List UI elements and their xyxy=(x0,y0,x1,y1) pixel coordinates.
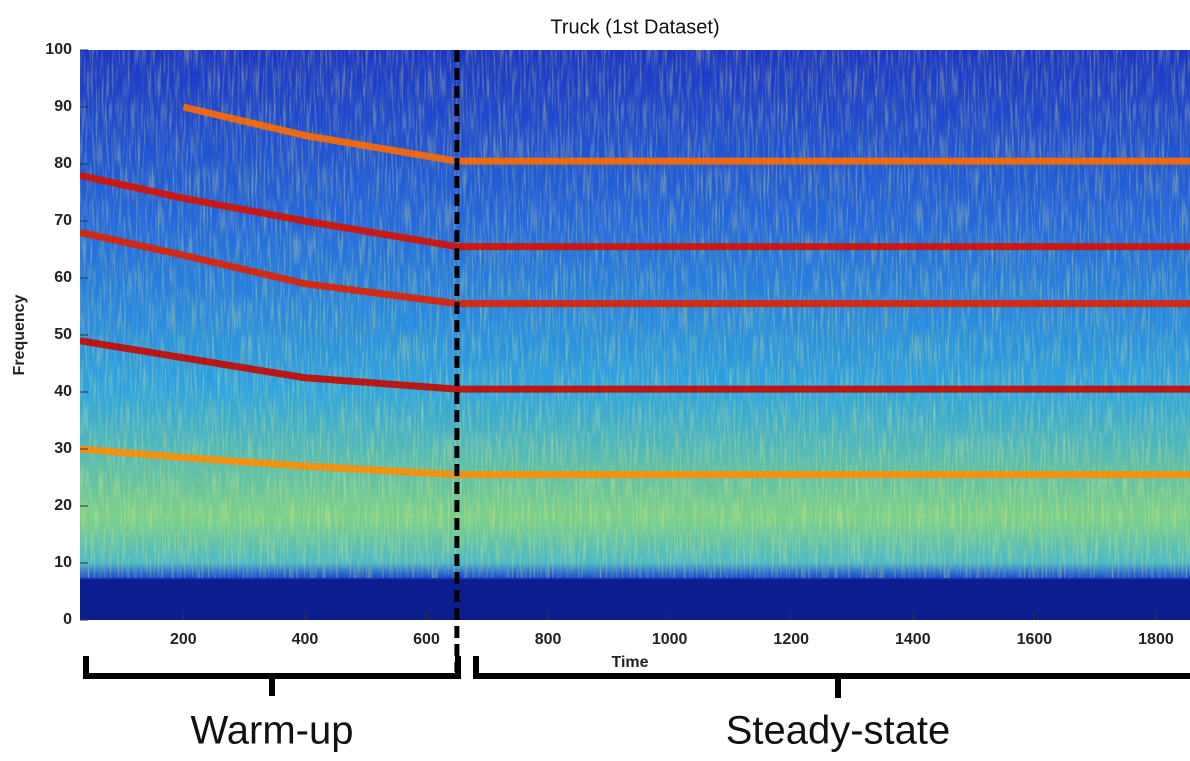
y-tick-label: 20 xyxy=(54,497,72,514)
y-tick-label: 80 xyxy=(54,155,72,172)
frequency-track xyxy=(80,337,1190,393)
x-tick-label: 200 xyxy=(170,631,197,648)
y-axis-label: Frequency xyxy=(11,294,28,375)
x-tick-label: 1400 xyxy=(895,631,931,648)
x-tick-label: 600 xyxy=(413,631,440,648)
x-tick-label: 1800 xyxy=(1138,631,1174,648)
spectrogram-noise xyxy=(80,50,1190,578)
y-tick-label: 60 xyxy=(54,269,72,286)
frequency-track xyxy=(182,103,1190,165)
steady-bracket xyxy=(473,656,1190,698)
y-tick-label: 40 xyxy=(54,383,72,400)
frequency-track xyxy=(80,445,1190,479)
y-tick-label: 10 xyxy=(54,554,72,571)
x-tick-label: 800 xyxy=(535,631,562,648)
x-axis-label: Time xyxy=(611,654,648,671)
y-tick-label: 50 xyxy=(54,326,72,343)
frequency-track xyxy=(80,171,1190,251)
y-tick-label: 30 xyxy=(54,440,72,457)
warmup-bracket xyxy=(83,656,461,696)
y-tick-label: 70 xyxy=(54,212,72,229)
chart-title: Truck (1st Dataset) xyxy=(550,16,719,38)
x-tick-label: 1200 xyxy=(773,631,809,648)
tracks xyxy=(80,103,1190,479)
y-tick-label: 0 xyxy=(63,611,72,628)
x-tick-label: 1600 xyxy=(1017,631,1053,648)
x-tick-label: 1000 xyxy=(652,631,688,648)
y-tick-label: 90 xyxy=(54,98,72,115)
frequency-track xyxy=(80,228,1190,308)
annotation: Steady-state xyxy=(726,709,951,753)
annotation: Warm-up xyxy=(191,709,354,753)
x-tick-label: 400 xyxy=(292,631,319,648)
y-tick-label: 100 xyxy=(45,41,72,58)
